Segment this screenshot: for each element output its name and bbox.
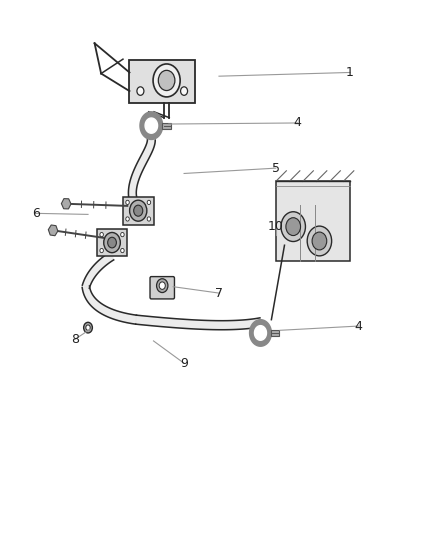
Circle shape — [104, 232, 120, 253]
Polygon shape — [140, 112, 162, 140]
Circle shape — [130, 200, 147, 221]
Circle shape — [137, 87, 144, 95]
Circle shape — [84, 322, 92, 333]
Text: 6: 6 — [32, 207, 39, 220]
Text: 8: 8 — [71, 333, 79, 346]
Bar — [123, 197, 153, 224]
Text: 5: 5 — [272, 161, 280, 175]
Polygon shape — [82, 252, 114, 288]
Circle shape — [86, 325, 90, 330]
Polygon shape — [250, 320, 272, 346]
Circle shape — [180, 87, 187, 95]
Text: 9: 9 — [180, 357, 188, 370]
Bar — [276, 181, 350, 261]
Circle shape — [100, 248, 103, 253]
Circle shape — [286, 217, 300, 236]
Circle shape — [108, 237, 117, 248]
Text: 10: 10 — [268, 220, 284, 233]
Polygon shape — [128, 140, 155, 212]
Circle shape — [153, 64, 180, 97]
Circle shape — [126, 217, 129, 221]
Circle shape — [156, 279, 168, 293]
Text: 4: 4 — [293, 117, 301, 130]
Text: 7: 7 — [215, 287, 223, 300]
Text: 1: 1 — [346, 66, 354, 79]
Circle shape — [159, 282, 165, 289]
Polygon shape — [48, 225, 58, 236]
Circle shape — [281, 212, 305, 241]
Text: 4: 4 — [355, 320, 363, 333]
Circle shape — [307, 226, 332, 256]
Circle shape — [158, 70, 175, 91]
Circle shape — [312, 232, 327, 250]
Circle shape — [121, 232, 124, 237]
Circle shape — [100, 232, 103, 237]
Bar — [162, 123, 171, 129]
Bar — [271, 330, 279, 336]
Polygon shape — [136, 315, 261, 330]
Polygon shape — [61, 199, 71, 209]
Circle shape — [134, 205, 143, 216]
Polygon shape — [254, 326, 266, 340]
Bar — [130, 60, 195, 103]
Circle shape — [126, 200, 129, 205]
Polygon shape — [82, 286, 137, 324]
Polygon shape — [145, 118, 158, 133]
Bar — [97, 229, 127, 256]
Circle shape — [121, 248, 124, 253]
Circle shape — [147, 217, 151, 221]
Circle shape — [147, 200, 151, 205]
FancyBboxPatch shape — [150, 277, 174, 299]
